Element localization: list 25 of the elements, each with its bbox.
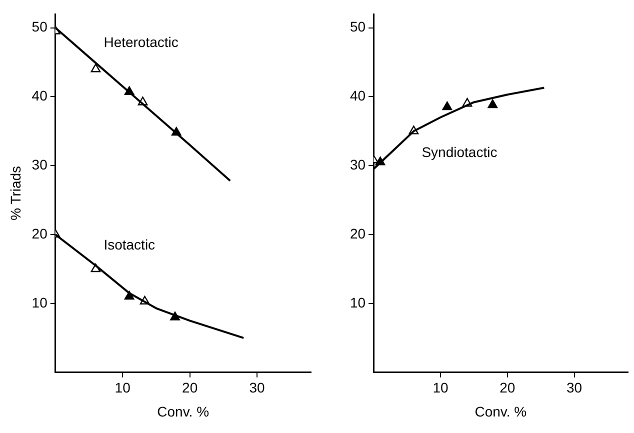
x-tick-label: 30 bbox=[566, 380, 582, 396]
y-axis-title: % Triads bbox=[7, 166, 24, 220]
series-label: Heterotactic bbox=[104, 34, 178, 50]
y-tick-label: 30 bbox=[350, 156, 366, 172]
y-tick-label: 10 bbox=[350, 294, 366, 310]
point bbox=[90, 64, 101, 72]
y-tick-label: 40 bbox=[350, 88, 366, 104]
series-label: Isotactic bbox=[104, 236, 156, 252]
x-axis-title: Conv. % bbox=[157, 403, 210, 420]
x-tick-label: 10 bbox=[114, 380, 131, 396]
point bbox=[442, 101, 452, 110]
y-tick-label: 50 bbox=[350, 18, 366, 35]
y-tick-label: 10 bbox=[32, 294, 48, 310]
x-tick-label: 30 bbox=[249, 380, 266, 396]
y-tick-label: 20 bbox=[350, 225, 366, 242]
y-tick-label: 50 bbox=[32, 18, 48, 35]
x-tick-label: 20 bbox=[500, 380, 516, 396]
y-tick-label: 30 bbox=[32, 156, 48, 172]
y-tick-label: 20 bbox=[32, 225, 48, 242]
x-tick-label: 20 bbox=[182, 380, 198, 396]
y-tick-label: 40 bbox=[32, 88, 48, 104]
point bbox=[488, 99, 498, 108]
series-label: Syndiotactic bbox=[422, 144, 498, 160]
x-axis-title: Conv. % bbox=[474, 403, 527, 420]
x-tick-label: 10 bbox=[432, 380, 448, 396]
